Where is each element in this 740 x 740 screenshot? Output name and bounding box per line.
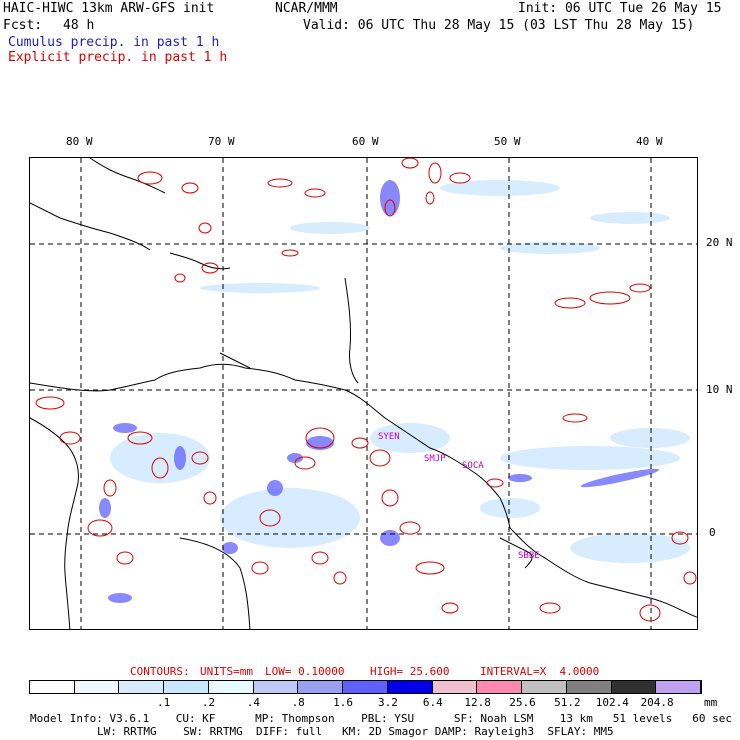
forecast-label: Fcst: bbox=[3, 18, 43, 33]
org-label: NCAR/MMM bbox=[275, 1, 338, 16]
colorbar-tick-label: 204.8 bbox=[640, 696, 674, 709]
cumulus-legend: Cumulus precip. in past 1 h bbox=[8, 35, 220, 50]
colorbar-segment bbox=[298, 681, 344, 693]
model-info-line2: LW: RRTMG SW: RRTMG DIFF: full KM: 2D Sm… bbox=[97, 725, 614, 738]
contours-interval: INTERVAL=X 4.0000 bbox=[480, 665, 600, 678]
colorbar-tick-label: .8 bbox=[291, 696, 305, 709]
contours-high: HIGH= 25.600 bbox=[370, 665, 450, 678]
colorbar-tick-label: .1 bbox=[156, 696, 171, 709]
colorbar-tick-label: .2 bbox=[201, 696, 216, 709]
colorbar-segment bbox=[119, 681, 165, 693]
model-title: HAIC-HIWC 13km ARW-GFS init bbox=[3, 1, 215, 16]
colorbar-segment bbox=[477, 681, 523, 693]
colorbar-segment bbox=[566, 681, 612, 693]
init-time: Init: 06 UTC Tue 26 May 15 bbox=[518, 1, 722, 16]
colorbar-segment bbox=[74, 681, 120, 693]
colorbar-segment bbox=[387, 681, 433, 693]
colorbar-segment bbox=[253, 681, 299, 693]
lat-label-10n: 10 N bbox=[706, 383, 733, 396]
light-precip-shading bbox=[110, 180, 690, 563]
lon-label-40w: 40 W bbox=[636, 135, 663, 148]
lat-label-20n: 20 N bbox=[706, 236, 733, 249]
colorbar-segment bbox=[343, 681, 388, 693]
station-soca: SOCA bbox=[462, 461, 484, 471]
colorbar-unit: mm bbox=[704, 696, 718, 709]
colorbar-segment bbox=[611, 681, 657, 693]
lat-label-0: 0 bbox=[709, 526, 716, 539]
colorbar-segment bbox=[164, 681, 209, 693]
colorbar-segment bbox=[30, 681, 75, 693]
station-smjp: SMJP bbox=[424, 454, 446, 464]
colorbar-segment bbox=[656, 681, 702, 693]
lat-lon-grid bbox=[30, 158, 697, 629]
precip-colorbar bbox=[29, 680, 702, 694]
coastlines bbox=[30, 158, 697, 629]
model-info-line1: Model Info: V3.6.1 CU: KF MP: Thompson P… bbox=[30, 712, 732, 725]
contours-low: LOW= 0.10000 bbox=[265, 665, 345, 678]
colorbar-segment bbox=[208, 681, 254, 693]
forecast-hours: 48 h bbox=[63, 18, 95, 33]
colorbar-tick-label: 1.6 bbox=[333, 696, 353, 709]
colorbar-tick-label: 6.4 bbox=[422, 696, 443, 709]
valid-time: Valid: 06 UTC Thu 28 May 15 (03 LST Thu … bbox=[303, 18, 695, 33]
lon-label-80w: 80 W bbox=[66, 135, 93, 148]
map-canvas bbox=[30, 158, 697, 629]
colorbar-segment bbox=[432, 681, 478, 693]
station-syen: SYEN bbox=[378, 432, 400, 442]
lon-label-70w: 70 W bbox=[208, 135, 235, 148]
colorbar-tick-label: 25.6 bbox=[509, 696, 536, 709]
lon-label-50w: 50 W bbox=[494, 135, 521, 148]
explicit-precip-contours bbox=[35, 158, 697, 622]
explicit-legend: Explicit precip. in past 1 h bbox=[8, 50, 228, 65]
colorbar-tick-label: .4 bbox=[246, 696, 260, 709]
contours-label: CONTOURS: bbox=[130, 665, 190, 678]
lon-label-60w: 60 W bbox=[352, 135, 379, 148]
colorbar-tick-label: 12.8 bbox=[464, 696, 491, 709]
colorbar-segment bbox=[522, 681, 567, 693]
colorbar-tick-label: 51.2 bbox=[554, 696, 581, 709]
contours-units: UNITS=mm bbox=[200, 665, 253, 678]
precip-map: SYEN SMJP SOCA SBBE bbox=[29, 157, 698, 630]
colorbar-tick-label: 102.4 bbox=[595, 696, 629, 709]
station-sbbe: SBBE bbox=[518, 551, 540, 561]
colorbar-tick-label: 3.2 bbox=[377, 696, 398, 709]
